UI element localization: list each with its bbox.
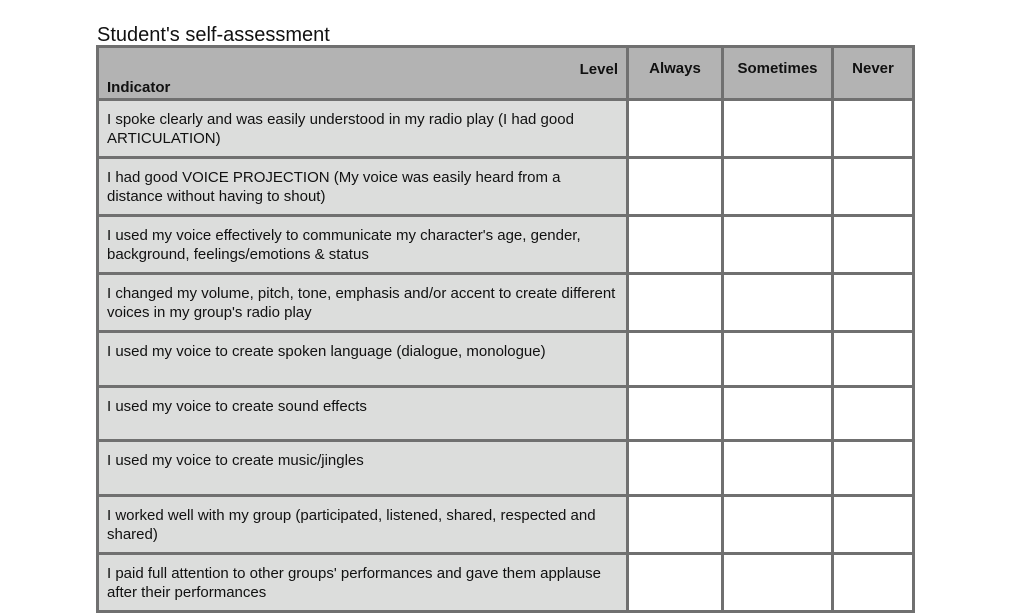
rating-cell-sometimes[interactable]: [721, 156, 834, 217]
rating-cell-always[interactable]: [626, 494, 724, 555]
rating-cell-never[interactable]: [831, 214, 915, 275]
page-title: Student's self-assessment: [97, 24, 330, 46]
rating-cell-sometimes[interactable]: [721, 494, 834, 555]
rating-cell-sometimes[interactable]: [721, 272, 834, 333]
rating-cell-sometimes[interactable]: [721, 439, 834, 497]
table-row: I used my voice effectively to communica…: [96, 214, 915, 275]
rating-cell-never[interactable]: [831, 330, 915, 388]
table-row: I changed my volume, pitch, tone, emphas…: [96, 272, 915, 333]
table-row: I paid full attention to other groups' p…: [96, 552, 915, 613]
rating-cell-never[interactable]: [831, 494, 915, 555]
rating-cell-never[interactable]: [831, 156, 915, 217]
indicator-cell: I spoke clearly and was easily understoo…: [96, 98, 629, 159]
rating-cell-always[interactable]: [626, 272, 724, 333]
rating-cell-sometimes[interactable]: [721, 385, 834, 442]
indicator-label: Indicator: [107, 79, 171, 96]
indicator-cell: I worked well with my group (participate…: [96, 494, 629, 555]
indicator-cell: I had good VOICE PROJECTION (My voice wa…: [96, 156, 629, 217]
indicator-cell: I used my voice effectively to communica…: [96, 214, 629, 275]
header-row: Level Indicator Always Sometimes Never: [96, 45, 915, 101]
rating-cell-always[interactable]: [626, 330, 724, 388]
column-header-always: Always: [626, 45, 724, 101]
rating-cell-never[interactable]: [831, 98, 915, 159]
rating-cell-never[interactable]: [831, 385, 915, 442]
indicator-cell: I used my voice to create spoken languag…: [96, 330, 629, 388]
indicator-cell: I changed my volume, pitch, tone, emphas…: [96, 272, 629, 333]
level-label: Level: [579, 61, 618, 78]
rating-cell-always[interactable]: [626, 439, 724, 497]
self-assessment-table: Level Indicator Always Sometimes Never I…: [96, 45, 915, 613]
indicator-cell: I paid full attention to other groups' p…: [96, 552, 629, 613]
rating-cell-always[interactable]: [626, 552, 724, 613]
table-row: I used my voice to create spoken languag…: [96, 330, 915, 388]
rating-cell-sometimes[interactable]: [721, 98, 834, 159]
indicator-cell: I used my voice to create music/jingles: [96, 439, 629, 497]
table-row: I spoke clearly and was easily understoo…: [96, 98, 915, 159]
indicator-cell: I used my voice to create sound effects: [96, 385, 629, 442]
rating-cell-always[interactable]: [626, 385, 724, 442]
indicator-header: Level Indicator: [96, 45, 629, 101]
rating-cell-always[interactable]: [626, 214, 724, 275]
rating-cell-sometimes[interactable]: [721, 214, 834, 275]
rating-cell-always[interactable]: [626, 156, 724, 217]
table-row: I had good VOICE PROJECTION (My voice wa…: [96, 156, 915, 217]
column-header-sometimes: Sometimes: [721, 45, 834, 101]
column-header-never: Never: [831, 45, 915, 101]
table-row: I used my voice to create sound effects: [96, 385, 915, 442]
table-row: I used my voice to create music/jingles: [96, 439, 915, 497]
rating-cell-never[interactable]: [831, 439, 915, 497]
rating-cell-never[interactable]: [831, 552, 915, 613]
table-row: I worked well with my group (participate…: [96, 494, 915, 555]
rating-cell-always[interactable]: [626, 98, 724, 159]
rating-cell-never[interactable]: [831, 272, 915, 333]
rating-cell-sometimes[interactable]: [721, 552, 834, 613]
rating-cell-sometimes[interactable]: [721, 330, 834, 388]
